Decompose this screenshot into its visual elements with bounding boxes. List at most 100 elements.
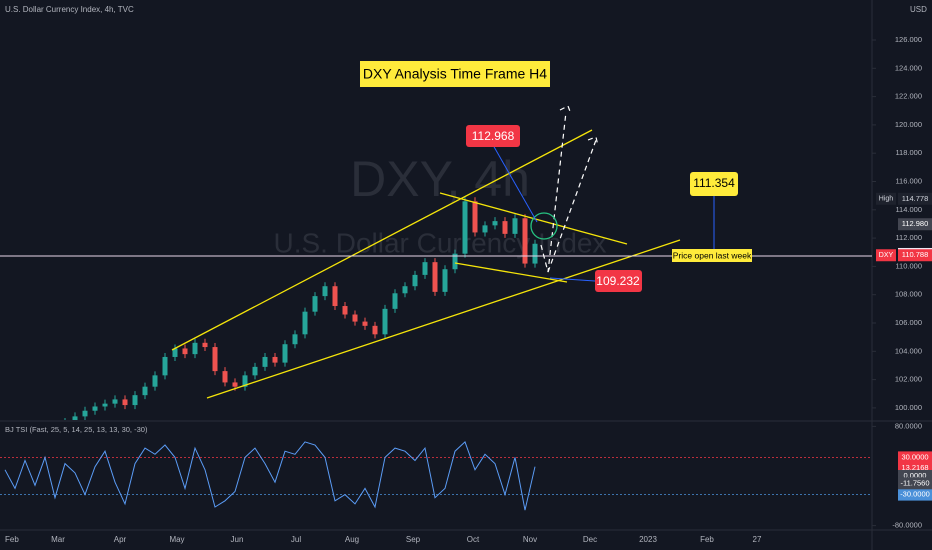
low-target-box [595, 270, 642, 292]
channel-bottom [206, 239, 681, 399]
price-label-box [898, 218, 932, 231]
tsi-line [4, 441, 536, 511]
candle-body [492, 221, 498, 226]
price-tick-label: 114.000 [895, 205, 922, 214]
callout-line-low [549, 277, 596, 282]
price-tick-label: 108.000 [895, 290, 922, 299]
low-target: 109.232 [596, 274, 640, 288]
candle-body [372, 325, 378, 335]
price-tick-label: 126.000 [895, 35, 922, 44]
candles [64, 197, 538, 420]
price-tick-label: 110.000 [895, 261, 922, 270]
indicator-readout: -11.7560 [900, 478, 929, 487]
projection-arrows [540, 105, 599, 273]
candle-body [242, 375, 248, 387]
candle-body [132, 395, 138, 406]
price-label-name: High [879, 196, 894, 203]
indicator-readout-box [898, 477, 932, 490]
arrowhead-1 [559, 105, 572, 115]
symbol-header: U.S. Dollar Currency Index, 4h, TVC [5, 5, 134, 14]
open-label-box [672, 249, 752, 262]
price-tick-label: 118.000 [895, 148, 922, 157]
time-label: Dec [583, 535, 597, 544]
dynamic-layer: 126.000 124.000 122.000 120.000 118.000 116.0… [0, 35, 932, 544]
indicator-tick-label: -80.0000 [892, 521, 922, 530]
indicator-readout: 13.2168 [901, 463, 928, 472]
price-label-name-box [876, 192, 896, 205]
indicator-level-box [898, 451, 932, 464]
wedge-bottom [454, 262, 568, 283]
candle-body [102, 403, 108, 407]
candle-body [92, 406, 98, 411]
time-label: 27 [753, 535, 762, 544]
candle-body [382, 308, 388, 335]
candle-body [252, 366, 258, 376]
candle-body [332, 286, 338, 307]
candle-body [322, 286, 328, 297]
candle-body [402, 286, 408, 294]
channel-top [171, 129, 593, 351]
price-label: 110.788 [902, 250, 929, 259]
candle-body [342, 306, 348, 315]
price-label: 112.980 [902, 219, 929, 228]
time-label: Feb [5, 535, 19, 544]
candle-body [362, 321, 368, 326]
candle-body [432, 262, 438, 292]
price-label: 114.778 [902, 194, 929, 203]
candle-body [122, 399, 128, 406]
price-tick-label: 106.000 [895, 318, 922, 327]
candle-body [162, 356, 168, 376]
indicator-label: BJ TSI (Fast, 25, 5, 14, 25, 13, 13, 30,… [5, 425, 148, 434]
candle-body [222, 371, 228, 383]
price-tick-label: 102.000 [895, 375, 922, 384]
currency: USD [910, 5, 927, 14]
candle-body [292, 334, 298, 345]
candle-body [422, 262, 428, 275]
candle-body [412, 274, 418, 287]
time-label: May [169, 535, 184, 544]
time-label: Mar [51, 535, 65, 544]
candle-body [352, 314, 358, 322]
callout-line-high [492, 144, 538, 223]
focus-circle [530, 212, 558, 240]
title-box [360, 61, 550, 87]
candle-body [302, 311, 308, 335]
time-label: 2023 [639, 535, 657, 544]
candle-body [482, 225, 488, 233]
candle-body [172, 348, 178, 357]
time-label: Jul [291, 535, 301, 544]
time-label: Apr [114, 535, 127, 544]
time-label: Feb [700, 535, 714, 544]
price-tick-label: 100.000 [895, 403, 922, 412]
time-label: Nov [523, 535, 537, 544]
candle-body [182, 348, 188, 355]
price-label-box [898, 249, 932, 262]
price-tick-label: 120.000 [895, 120, 922, 129]
candle-body [112, 399, 118, 404]
open-value-box [690, 172, 738, 196]
indicator-level-label: -30.0000 [900, 490, 930, 499]
indicator-tick-label: 80.0000 [895, 421, 922, 430]
candle-body [452, 253, 458, 270]
price-label-name-box [876, 249, 896, 262]
price-tick-label: 124.000 [895, 63, 922, 72]
open-label: Price open last week [673, 250, 752, 260]
indicator-level-box [898, 488, 932, 501]
candle-body [232, 382, 238, 387]
candle-body [312, 296, 318, 312]
high-target-box [466, 125, 520, 147]
time-label: Aug [345, 535, 359, 544]
time-label: Sep [406, 535, 421, 544]
candle-body [502, 221, 508, 234]
candle-body [282, 344, 288, 363]
candle-body [512, 218, 518, 234]
price-label-name: DXY [879, 252, 894, 259]
candle-body [72, 416, 78, 420]
indicator-level-label: 30.0000 [901, 452, 928, 461]
candle-body [262, 356, 268, 367]
high-target: 112.968 [472, 129, 515, 143]
candle-body [392, 293, 398, 309]
watermark-name: U.S. Dollar Currency Index [273, 227, 606, 258]
candle-body [152, 375, 158, 387]
